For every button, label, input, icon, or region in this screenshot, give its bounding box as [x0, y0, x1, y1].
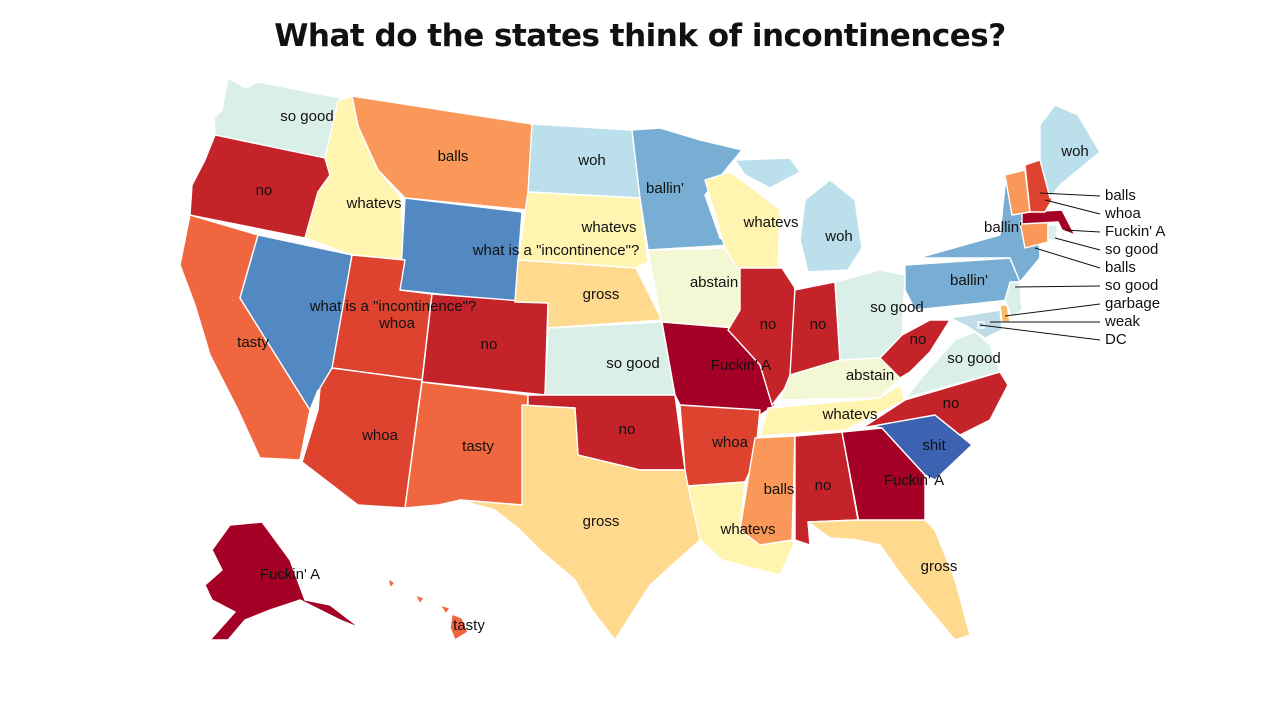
state-ma — [1021, 209, 1076, 236]
state-nc — [861, 371, 1009, 436]
state-label-az: whoa — [361, 427, 399, 444]
state-ct — [1019, 221, 1049, 249]
state-label-ak: Fuckin' A — [260, 566, 320, 583]
state-label-nm: tasty — [462, 438, 494, 455]
state-label-sd: whatevs — [580, 219, 636, 236]
state-label-co: no — [481, 336, 498, 353]
state-label-ar: whoa — [711, 434, 749, 451]
state-nh — [1024, 159, 1053, 213]
state-md — [949, 309, 1003, 339]
state-label-or: no — [256, 182, 273, 199]
state-label-wa: so good — [280, 108, 333, 125]
state-label-sc: shit — [922, 437, 946, 454]
state-label-al: no — [815, 477, 832, 494]
state-me — [1039, 104, 1101, 199]
state-label-ga: Fuckin' A — [884, 472, 944, 489]
state-label-ok: no — [619, 421, 636, 438]
state-label-id: whatevs — [345, 195, 401, 212]
state-la — [687, 481, 796, 576]
state-mi — [734, 157, 863, 273]
state-label-wi: whatevs — [742, 214, 798, 231]
state-ri — [1047, 224, 1058, 241]
state-label-me: woh — [1060, 143, 1089, 160]
callout-label: weak — [1104, 313, 1141, 330]
callout-label: balls — [1105, 187, 1136, 204]
state-label-in: no — [810, 316, 827, 333]
state-label-mt: balls — [438, 148, 469, 165]
state-wi — [704, 171, 781, 273]
state-label-pa: ballin' — [950, 272, 988, 289]
state-label-ms: balls — [764, 481, 795, 498]
state-label-la: whatevs — [719, 521, 775, 538]
state-label-mn: ballin' — [646, 180, 684, 197]
state-ak — [204, 521, 361, 641]
state-fl — [807, 519, 971, 641]
callout-label: so good — [1105, 241, 1158, 258]
state-label-ne: gross — [583, 286, 620, 303]
state-il — [727, 267, 796, 406]
callout-label: Fuckin' A — [1105, 223, 1165, 240]
state-wv — [879, 319, 951, 379]
state-label-ia: abstain — [690, 274, 738, 291]
state-label-ut: whoa — [378, 315, 416, 332]
state-label-ny: ballin' — [984, 219, 1022, 236]
state-label-tx: gross — [583, 513, 620, 530]
state-mn — [631, 127, 743, 251]
state-label-mi: woh — [824, 228, 853, 245]
state-sd — [517, 191, 649, 269]
state-label-fl: gross — [921, 558, 958, 575]
callout-label: whoa — [1104, 205, 1142, 222]
state-tx — [459, 404, 701, 641]
state-label-oh: so good — [870, 299, 923, 316]
state-label-nc: no — [943, 395, 960, 412]
callout-label: so good — [1105, 277, 1158, 294]
state-label-wv: no — [910, 331, 927, 348]
callout-label: balls — [1105, 259, 1136, 276]
state-label-nd: woh — [577, 152, 606, 169]
state-label-mo: Fuckin' A — [711, 357, 771, 374]
state-label-il: no — [760, 316, 777, 333]
callout-label: DC — [1105, 331, 1127, 348]
state-label-va: so good — [947, 350, 1000, 367]
state-hi — [387, 577, 469, 641]
callout-label: garbage — [1105, 295, 1160, 312]
state-label-ky: abstain — [846, 367, 894, 384]
state-label-hi: tasty — [453, 617, 485, 634]
state-label-ca: tasty — [237, 334, 269, 351]
state-label-tn: whatevs — [821, 406, 877, 423]
map-title: What do the states think of incontinence… — [274, 18, 1006, 54]
state-label-wy: what is a "incontinence"? — [472, 242, 640, 259]
state-label-nv: what is a "incontinence"? — [309, 298, 477, 315]
state-label-ks: so good — [606, 355, 659, 372]
